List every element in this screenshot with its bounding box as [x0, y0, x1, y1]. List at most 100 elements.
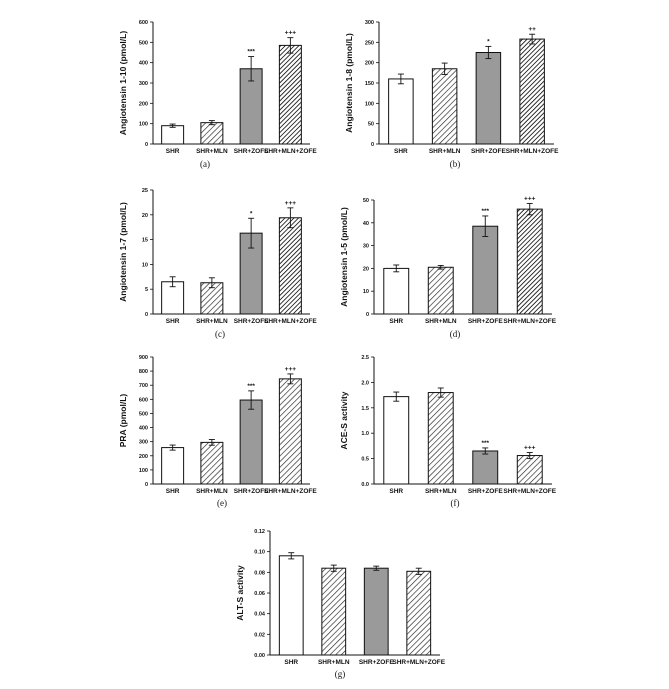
y-tick-label: 0.12 — [254, 529, 265, 535]
y-tick-label: 40 — [363, 221, 369, 227]
y-tick-label: 0 — [145, 482, 148, 488]
panel-label: (a) — [200, 159, 210, 169]
bar — [519, 38, 545, 145]
y-tick-label: 20 — [363, 266, 369, 272]
y-tick-label: 0.02 — [254, 632, 265, 638]
category-label: SHR+ZOFE — [234, 318, 270, 325]
significance-label: +++ — [524, 195, 536, 202]
bar — [200, 441, 224, 485]
chart-panel-3: 0 5 10 15 20 25 Angiotensin 1-7 (pmol/L) SHR SHR… — [118, 188, 317, 339]
category-label: SHR+MLN — [196, 148, 228, 155]
category-label: SHR — [166, 488, 180, 495]
bar — [363, 567, 389, 656]
panel-label: (e) — [217, 498, 227, 508]
category-label: SHR — [284, 659, 298, 666]
chart-panel-6: 0.0 0.5 1.0 1.5 2.0 2.5 ACE-S activity SHR SHR+M… — [339, 355, 557, 508]
y-tick-label: 2.5 — [361, 355, 369, 361]
bar — [278, 217, 302, 315]
y-tick-label: 15 — [142, 238, 148, 244]
y-tick-label: 2.0 — [361, 380, 369, 386]
y-axis-label: Angiotensin 1-8 (pmol/L) — [344, 33, 354, 133]
significance-label: +++ — [285, 30, 297, 37]
category-label: SHR+ZOFE — [468, 318, 504, 325]
y-tick-label: 0 — [145, 312, 148, 318]
panel-label: (d) — [450, 329, 461, 339]
bar — [161, 125, 185, 145]
chart-panel-7: 0.00 0.02 0.04 0.06 0.08 0.10 0.12 ALT-S activi… — [235, 529, 446, 679]
y-tick-label: 100 — [139, 468, 148, 474]
y-tick-label: 0.0 — [361, 482, 369, 488]
category-label: SHR+MLN — [196, 318, 228, 325]
category-label: SHR+MLN — [196, 488, 228, 495]
chart-panel-1: 0 100 200 300 400 500 600 Angiotensin 1-10 (pmo… — [118, 20, 317, 169]
chart-panel-5: 0 100 200 300 400 500 600 700 800 900 PRA (pmol/L)… — [118, 355, 317, 508]
y-tick-label: 5 — [145, 287, 148, 293]
y-tick-label: 200 — [139, 101, 148, 107]
panel-label: (b) — [450, 159, 461, 169]
category-label: SHR — [389, 488, 403, 495]
y-tick-label: 0 — [371, 142, 374, 148]
y-tick-label: 1.0 — [361, 431, 369, 437]
y-axis-label: ALT-S activity — [235, 565, 245, 621]
category-label: SHR — [166, 318, 180, 325]
y-tick-label: 150 — [365, 81, 374, 87]
y-axis-label: Angiotensin 1-7 (pmol/L) — [118, 202, 128, 302]
bar — [472, 225, 499, 315]
bar — [516, 208, 543, 315]
bar — [431, 68, 458, 145]
bar — [383, 267, 410, 315]
y-axis-label: PRA (pmol/L) — [118, 394, 128, 448]
significance-label: ++ — [528, 26, 536, 33]
category-label: SHR+MLN+ZOFE — [506, 148, 559, 155]
category-label: SHR — [389, 318, 403, 325]
panel-label: (f) — [451, 498, 460, 508]
significance-label: * — [487, 38, 490, 45]
bar — [472, 450, 499, 485]
category-label: SHR — [166, 148, 180, 155]
y-tick-label: 800 — [139, 369, 148, 375]
category-label: SHR+MLN+ZOFE — [264, 318, 317, 325]
significance-label: *** — [247, 49, 255, 56]
y-tick-label: 20 — [142, 213, 148, 219]
significance-label: +++ — [285, 200, 297, 207]
significance-label: +++ — [285, 366, 297, 373]
y-tick-label: 10 — [142, 262, 148, 268]
y-axis-label: ACE-S activity — [339, 391, 349, 449]
bar — [427, 392, 454, 485]
category-label: SHR+ZOFE — [471, 148, 507, 155]
y-tick-label: 100 — [365, 101, 374, 107]
y-tick-label: 100 — [139, 122, 148, 128]
category-label: SHR+MLN — [425, 318, 457, 325]
y-tick-label: 300 — [139, 81, 148, 87]
category-label: SHR+MLN — [318, 659, 350, 666]
y-tick-label: 0 — [366, 312, 369, 318]
category-label: SHR+MLN+ZOFE — [503, 488, 556, 495]
y-tick-label: 0.06 — [254, 591, 265, 597]
y-tick-label: 0.10 — [254, 550, 265, 556]
y-tick-label: 0 — [145, 142, 148, 148]
y-tick-label: 600 — [139, 397, 148, 403]
category-label: SHR+MLN+ZOFE — [264, 488, 317, 495]
category-label: SHR+MLN+ZOFE — [503, 318, 556, 325]
bar — [475, 52, 502, 145]
y-tick-label: 0.00 — [254, 653, 265, 659]
significance-label: *** — [481, 440, 489, 447]
y-tick-label: 1.5 — [361, 406, 369, 412]
bar — [200, 122, 224, 145]
category-label: SHR+MLN+ZOFE — [264, 148, 317, 155]
y-tick-label: 0.08 — [254, 570, 265, 576]
bar — [239, 399, 263, 485]
y-axis-label: Angiotensin 1-5 (pmol/L) — [339, 207, 349, 307]
y-tick-label: 25 — [142, 188, 148, 194]
y-tick-label: 30 — [363, 244, 369, 250]
bar — [516, 455, 543, 485]
y-tick-label: 600 — [139, 20, 148, 26]
bar — [388, 78, 414, 145]
y-tick-label: 200 — [365, 61, 374, 67]
category-label: SHR+ZOFE — [234, 148, 270, 155]
y-tick-label: 10 — [363, 289, 369, 295]
y-tick-label: 900 — [139, 355, 148, 361]
y-tick-label: 50 — [363, 198, 369, 204]
